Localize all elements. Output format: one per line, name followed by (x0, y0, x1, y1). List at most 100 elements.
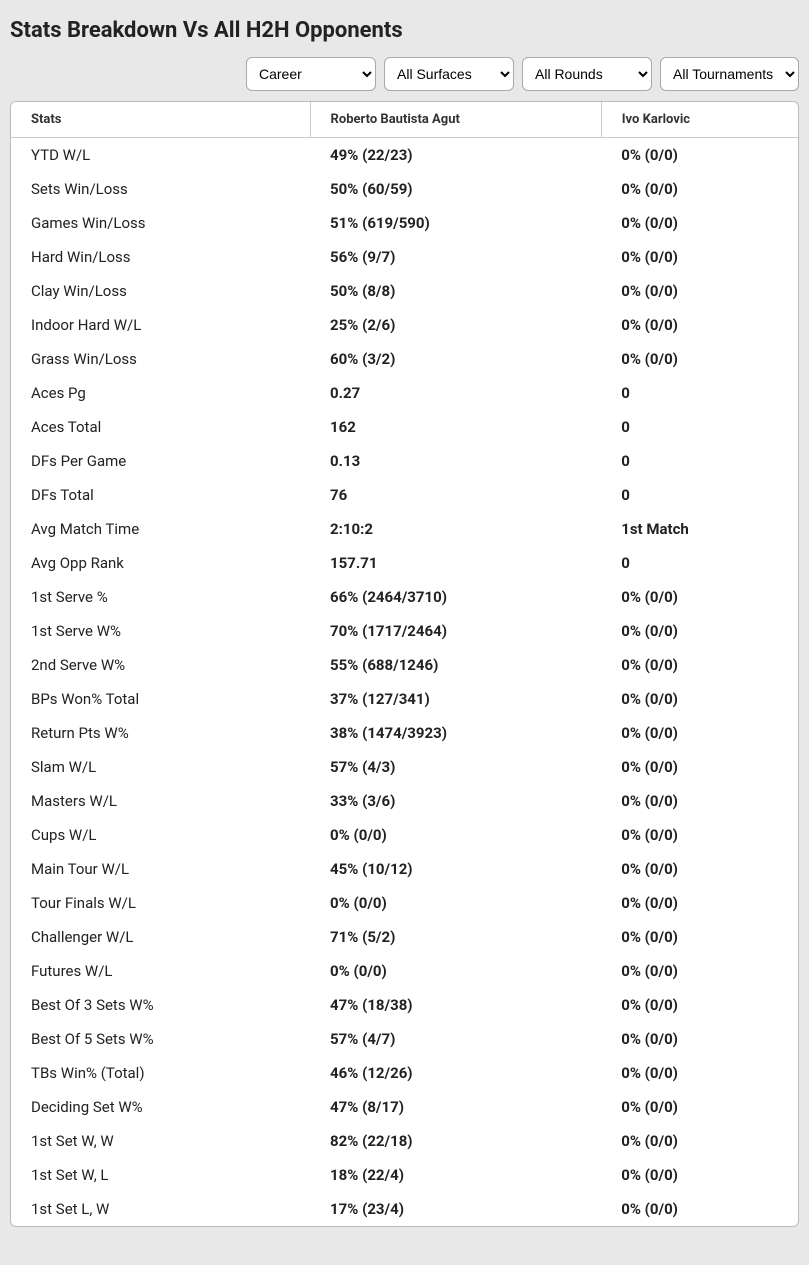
stat-label: Cups W/L (11, 818, 310, 852)
table-row: Sets Win/Loss50% (60/59)0% (0/0) (11, 172, 798, 206)
stat-value-player1: 2:10:2 (310, 512, 601, 546)
filter-period[interactable]: Career (246, 57, 376, 91)
stat-label: TBs Win% (Total) (11, 1056, 310, 1090)
stat-value-player2: 0 (601, 444, 798, 478)
stat-value-player2: 0 (601, 546, 798, 580)
stat-label: Tour Finals W/L (11, 886, 310, 920)
stat-label: Hard Win/Loss (11, 240, 310, 274)
filter-tournament[interactable]: All Tournaments (660, 57, 799, 91)
stats-table-container: Stats Roberto Bautista Agut Ivo Karlovic… (10, 101, 799, 1227)
stat-value-player2: 0% (0/0) (601, 1192, 798, 1226)
table-row: Futures W/L0% (0/0)0% (0/0) (11, 954, 798, 988)
table-row: Clay Win/Loss50% (8/8)0% (0/0) (11, 274, 798, 308)
stat-label: Sets Win/Loss (11, 172, 310, 206)
table-row: Avg Opp Rank157.710 (11, 546, 798, 580)
table-row: BPs Won% Total37% (127/341)0% (0/0) (11, 682, 798, 716)
stat-value-player2: 0% (0/0) (601, 852, 798, 886)
stat-value-player2: 0% (0/0) (601, 648, 798, 682)
stat-value-player1: 56% (9/7) (310, 240, 601, 274)
page-title: Stats Breakdown Vs All H2H Opponents (10, 18, 799, 43)
stat-value-player2: 0% (0/0) (601, 206, 798, 240)
stat-value-player1: 37% (127/341) (310, 682, 601, 716)
stat-label: Games Win/Loss (11, 206, 310, 240)
stat-label: BPs Won% Total (11, 682, 310, 716)
stat-label: Best Of 3 Sets W% (11, 988, 310, 1022)
stat-value-player2: 0% (0/0) (601, 614, 798, 648)
table-row: Best Of 5 Sets W%57% (4/7)0% (0/0) (11, 1022, 798, 1056)
stat-value-player2: 0% (0/0) (601, 308, 798, 342)
stat-label: DFs Per Game (11, 444, 310, 478)
table-row: Masters W/L33% (3/6)0% (0/0) (11, 784, 798, 818)
stat-label: Best Of 5 Sets W% (11, 1022, 310, 1056)
stat-value-player1: 0% (0/0) (310, 954, 601, 988)
stat-label: Challenger W/L (11, 920, 310, 954)
table-row: Deciding Set W%47% (8/17)0% (0/0) (11, 1090, 798, 1124)
stat-value-player1: 50% (8/8) (310, 274, 601, 308)
stat-value-player1: 47% (18/38) (310, 988, 601, 1022)
stat-value-player1: 0% (0/0) (310, 818, 601, 852)
stat-value-player2: 0% (0/0) (601, 342, 798, 376)
stat-label: Avg Match Time (11, 512, 310, 546)
stat-value-player1: 0% (0/0) (310, 886, 601, 920)
col-header-player2: Ivo Karlovic (601, 102, 798, 138)
table-row: Aces Total1620 (11, 410, 798, 444)
stat-value-player2: 0% (0/0) (601, 784, 798, 818)
stat-value-player1: 33% (3/6) (310, 784, 601, 818)
stat-value-player2: 1st Match (601, 512, 798, 546)
stat-value-player2: 0% (0/0) (601, 988, 798, 1022)
stat-value-player1: 55% (688/1246) (310, 648, 601, 682)
table-row: DFs Total760 (11, 478, 798, 512)
stat-value-player1: 17% (23/4) (310, 1192, 601, 1226)
stat-value-player2: 0% (0/0) (601, 750, 798, 784)
table-row: YTD W/L49% (22/23)0% (0/0) (11, 138, 798, 173)
stat-value-player1: 0.27 (310, 376, 601, 410)
stat-label: Avg Opp Rank (11, 546, 310, 580)
stat-value-player1: 25% (2/6) (310, 308, 601, 342)
stat-label: Deciding Set W% (11, 1090, 310, 1124)
stat-value-player2: 0% (0/0) (601, 172, 798, 206)
table-row: 1st Set W, L18% (22/4)0% (0/0) (11, 1158, 798, 1192)
stat-value-player2: 0 (601, 410, 798, 444)
stat-value-player1: 162 (310, 410, 601, 444)
stat-label: Indoor Hard W/L (11, 308, 310, 342)
stat-label: Clay Win/Loss (11, 274, 310, 308)
table-row: Cups W/L0% (0/0)0% (0/0) (11, 818, 798, 852)
table-row: Tour Finals W/L0% (0/0)0% (0/0) (11, 886, 798, 920)
stat-label: 2nd Serve W% (11, 648, 310, 682)
stat-value-player1: 45% (10/12) (310, 852, 601, 886)
table-row: 1st Set L, W17% (23/4)0% (0/0) (11, 1192, 798, 1226)
table-header-row: Stats Roberto Bautista Agut Ivo Karlovic (11, 102, 798, 138)
stat-value-player2: 0% (0/0) (601, 240, 798, 274)
stat-value-player1: 70% (1717/2464) (310, 614, 601, 648)
stat-value-player1: 76 (310, 478, 601, 512)
stat-value-player2: 0% (0/0) (601, 1090, 798, 1124)
stat-value-player1: 157.71 (310, 546, 601, 580)
stat-value-player2: 0% (0/0) (601, 1158, 798, 1192)
stat-value-player1: 71% (5/2) (310, 920, 601, 954)
stat-value-player2: 0% (0/0) (601, 274, 798, 308)
filter-bar: Career All Surfaces All Rounds All Tourn… (10, 57, 799, 91)
table-row: Best Of 3 Sets W%47% (18/38)0% (0/0) (11, 988, 798, 1022)
stat-value-player2: 0 (601, 376, 798, 410)
stat-value-player2: 0% (0/0) (601, 138, 798, 173)
stat-value-player2: 0% (0/0) (601, 1124, 798, 1158)
stat-label: 1st Set W, W (11, 1124, 310, 1158)
stat-label: DFs Total (11, 478, 310, 512)
table-row: Return Pts W%38% (1474/3923)0% (0/0) (11, 716, 798, 750)
table-row: Games Win/Loss51% (619/590)0% (0/0) (11, 206, 798, 240)
stat-label: 1st Serve % (11, 580, 310, 614)
stat-value-player2: 0% (0/0) (601, 580, 798, 614)
table-row: TBs Win% (Total)46% (12/26)0% (0/0) (11, 1056, 798, 1090)
stat-label: Masters W/L (11, 784, 310, 818)
stat-value-player2: 0% (0/0) (601, 1056, 798, 1090)
stat-label: YTD W/L (11, 138, 310, 173)
stat-value-player1: 46% (12/26) (310, 1056, 601, 1090)
stat-value-player1: 49% (22/23) (310, 138, 601, 173)
stat-label: Main Tour W/L (11, 852, 310, 886)
filter-round[interactable]: All Rounds (522, 57, 652, 91)
table-row: DFs Per Game0.130 (11, 444, 798, 478)
filter-surface[interactable]: All Surfaces (384, 57, 514, 91)
stat-value-player1: 57% (4/3) (310, 750, 601, 784)
stat-label: Slam W/L (11, 750, 310, 784)
stat-value-player1: 47% (8/17) (310, 1090, 601, 1124)
